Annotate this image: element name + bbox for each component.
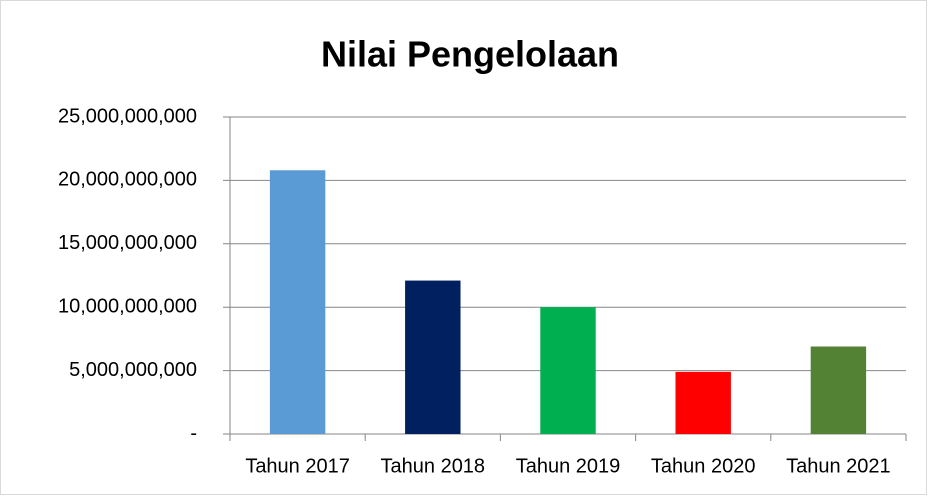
y-tick-label: 15,000,000,000 — [58, 232, 197, 254]
y-tick-label: 20,000,000,000 — [58, 169, 197, 191]
x-tick-label: Tahun 2021 — [786, 455, 891, 477]
y-tick-label: 10,000,000,000 — [58, 295, 197, 317]
bar — [810, 346, 867, 434]
bar — [675, 371, 731, 434]
bar — [269, 170, 326, 435]
x-tick-label: Tahun 2018 — [381, 455, 486, 477]
x-tick-label: Tahun 2020 — [651, 455, 756, 477]
x-tick-label: Tahun 2017 — [245, 455, 350, 477]
y-tick-label: 25,000,000,000 — [58, 105, 197, 127]
bar — [405, 280, 461, 434]
y-tick-label: 5,000,000,000 — [69, 359, 197, 381]
chart-title: Nilai Pengelolaan — [321, 34, 619, 75]
x-tick-label: Tahun 2019 — [516, 455, 621, 477]
y-tick-label: - — [190, 422, 197, 444]
bar — [540, 307, 596, 434]
